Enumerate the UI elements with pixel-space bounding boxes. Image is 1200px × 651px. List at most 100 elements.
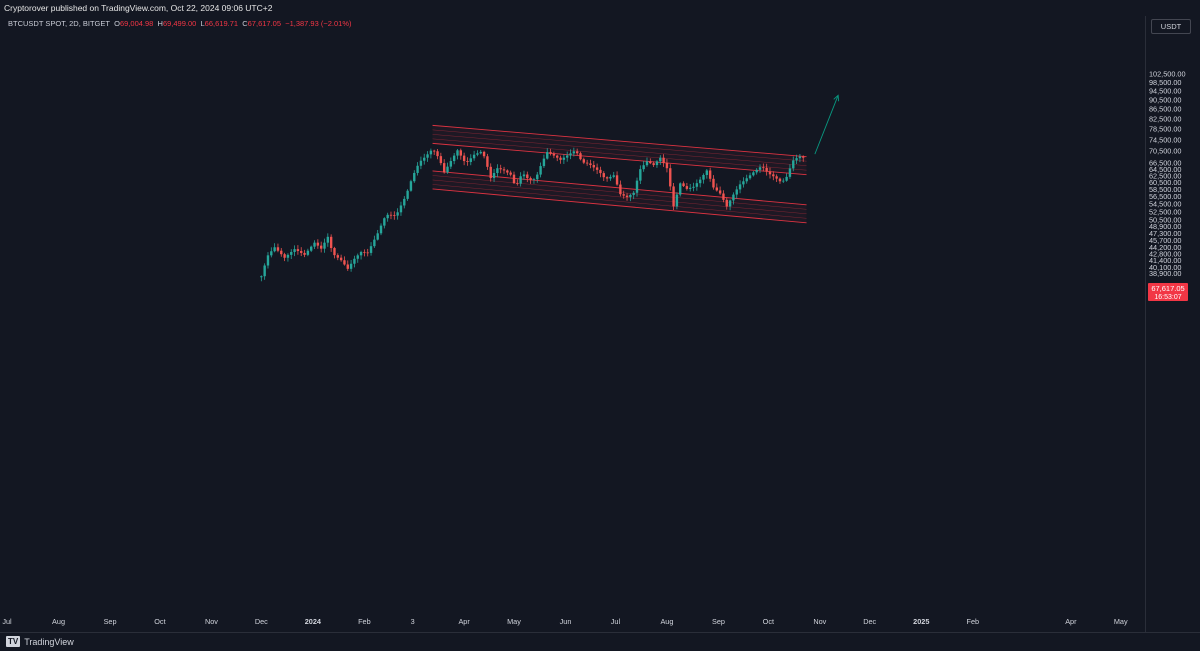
tradingview-logo-icon: TV: [6, 636, 21, 647]
candle-body: [313, 242, 316, 247]
candle-body: [293, 249, 296, 252]
candle-body: [439, 156, 443, 164]
candle-body: [662, 157, 665, 163]
upper-band-line: [432, 138, 807, 171]
candle-body: [423, 157, 426, 161]
candle-body: [383, 218, 386, 226]
candle-body: [519, 176, 522, 184]
candle-body: [336, 255, 339, 258]
candle-body: [459, 150, 463, 156]
price-tick-label: 41,400.00: [1149, 256, 1181, 265]
projection-arrow[interactable]: [814, 94, 840, 155]
candle-body: [669, 168, 672, 187]
candle-body: [469, 158, 472, 162]
candle-body: [559, 157, 562, 160]
candle-body: [366, 252, 369, 254]
candle-body: [270, 251, 273, 256]
candle-body: [446, 166, 449, 173]
price-tick-label: 82,500.00: [1149, 114, 1181, 123]
candle-body: [452, 155, 456, 162]
candle-body: [290, 251, 293, 255]
candle-bodies[interactable]: [260, 150, 805, 278]
candle-body: [492, 173, 496, 178]
candle-body: [549, 152, 552, 154]
low-value: 66,619.71: [204, 19, 239, 28]
candle-body: [652, 163, 655, 166]
candle-body: [476, 153, 479, 155]
candle-body: [782, 180, 785, 182]
candle-body: [619, 184, 622, 195]
time-axis[interactable]: Jul Aug Sep Oct Nov Dec 2024 Feb 3 Apr May Jun Jul Au…: [2, 617, 1128, 626]
candle-body: [768, 171, 772, 175]
price-tick-label: 70,500.00: [1149, 147, 1181, 156]
high-value: 69,499.00: [162, 19, 197, 28]
price-tick-label: 58,500.00: [1149, 185, 1181, 194]
candle-body: [705, 170, 709, 175]
candle-body: [379, 225, 383, 234]
candle-body: [692, 186, 695, 188]
candle-body: [356, 255, 359, 259]
time-tick-label: 2025: [913, 617, 929, 626]
candle-body: [416, 165, 419, 173]
low-key: L: [200, 19, 205, 28]
tradingview-brand[interactable]: TV TradingView: [6, 636, 74, 647]
candle-body: [702, 174, 705, 180]
candle-body: [343, 260, 346, 265]
candle-body: [689, 187, 692, 189]
symbol-legend: BTCUSDT SPOT, 2D, BITGET O69,004.98 H69,…: [8, 18, 352, 30]
candle-body: [672, 186, 675, 207]
candle-body: [276, 247, 280, 251]
price-axis[interactable]: 102,500.0098,500.0094,500.0090,500.0086,…: [1149, 70, 1186, 278]
candle-body: [582, 159, 586, 163]
candle-body: [665, 162, 669, 169]
candle-body: [323, 242, 326, 249]
currency-badge[interactable]: USDT: [1151, 19, 1191, 34]
symbol-label[interactable]: BTCUSDT SPOT, 2D, BITGET: [8, 19, 110, 28]
candle-body: [788, 168, 792, 177]
candle-body: [512, 174, 516, 184]
candle-body: [745, 178, 748, 182]
candle-body: [303, 252, 306, 255]
candle-body: [565, 155, 569, 158]
candle-body: [679, 183, 682, 195]
close-key: C: [242, 19, 248, 28]
candle-body: [542, 158, 546, 167]
price-tick-label: 86,500.00: [1149, 105, 1181, 114]
price-tick-label: 90,500.00: [1149, 95, 1181, 104]
time-tick-label: Jul: [611, 617, 621, 626]
candle-body: [798, 156, 802, 159]
candle-body: [715, 187, 718, 191]
candle-body: [585, 162, 589, 164]
candle-body: [300, 251, 303, 253]
candle-body: [758, 167, 762, 170]
candle-body: [472, 154, 476, 159]
price-tick-label: 98,500.00: [1149, 78, 1181, 87]
time-tick-label: May: [1114, 617, 1128, 626]
candle-body: [522, 174, 526, 177]
candle-body: [376, 233, 379, 240]
candle-body: [752, 172, 755, 176]
candle-body: [755, 169, 758, 173]
last-price-label: 67,617.05 16:53:07: [1148, 283, 1188, 301]
candle-body: [333, 248, 336, 256]
time-tick-label: Sep: [712, 617, 725, 626]
price-tick-label: 64,500.00: [1149, 165, 1181, 174]
candle-body: [579, 153, 582, 160]
candle-body: [516, 183, 519, 184]
price-tick-label: 38,900.00: [1149, 269, 1181, 278]
price-tick-label: 40,100.00: [1149, 263, 1181, 272]
open-key: O: [114, 19, 120, 28]
descending-channel[interactable]: [432, 124, 807, 224]
candle-body: [708, 170, 712, 179]
candle-body: [695, 183, 699, 187]
candle-body: [442, 163, 446, 173]
time-tick-label: May: [507, 617, 521, 626]
candle-body: [526, 174, 529, 179]
upper-band-line: [432, 129, 807, 162]
candle-body: [728, 200, 732, 207]
price-tick-label: 54,500.00: [1149, 200, 1181, 209]
candle-body: [426, 154, 429, 158]
time-tick-label: Apr: [458, 617, 470, 626]
candle-body: [635, 180, 639, 193]
